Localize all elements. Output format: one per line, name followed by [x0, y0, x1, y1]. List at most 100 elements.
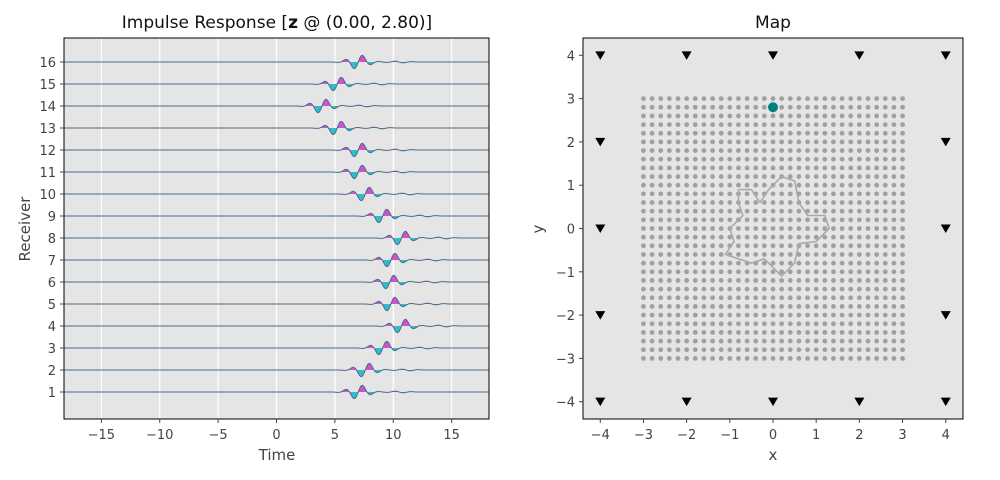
map-grid-point: [813, 226, 819, 231]
map-grid-point: [822, 321, 828, 327]
map-grid-point: [796, 295, 802, 301]
map-grid-point: [744, 269, 750, 275]
map-grid-point: [805, 96, 810, 102]
map-grid-point: [736, 252, 741, 257]
map-grid-point: [744, 330, 750, 335]
map-grid-point: [684, 165, 690, 171]
map-grid-point: [856, 269, 862, 275]
map-grid-point: [787, 148, 793, 153]
map-grid-point: [839, 269, 845, 275]
map-grid-point: [770, 286, 776, 292]
map-grid-point: [865, 96, 871, 102]
map-grid-point: [882, 243, 888, 249]
map-grid-point: [839, 139, 845, 145]
map-grid-point: [813, 260, 819, 266]
map-grid-point: [666, 355, 672, 361]
map-grid-point: [805, 139, 810, 145]
map-grid-point: [822, 295, 828, 301]
map-grid-point: [848, 234, 854, 240]
map-grid-point: [649, 200, 655, 205]
map-grid-point: [831, 226, 836, 231]
map-grid-point: [761, 286, 767, 292]
map-grid-point: [701, 174, 707, 179]
map-grid-point: [874, 330, 880, 335]
map-grid-point: [831, 139, 836, 145]
map-grid-point: [865, 269, 871, 275]
map-grid-point: [900, 330, 905, 335]
map-grid-point: [874, 355, 880, 361]
map-grid-point: [831, 96, 836, 102]
map-grid-point: [787, 295, 793, 301]
map-grid-point: [865, 278, 871, 283]
map-grid-point: [761, 156, 767, 162]
map-grid-point: [805, 191, 810, 197]
map-grid-point: [701, 200, 707, 205]
impulse-y-tick-label: 10: [39, 188, 56, 203]
map-grid-point: [718, 174, 724, 179]
map-grid-point: [796, 234, 802, 240]
map-grid-point: [641, 321, 646, 327]
map-grid-point: [796, 174, 802, 179]
map-grid-point: [813, 252, 819, 257]
map-grid-point: [736, 269, 741, 275]
map-grid-point: [649, 269, 655, 275]
map-grid-point: [813, 347, 819, 353]
map-grid-point: [796, 122, 802, 127]
map-grid-point: [779, 165, 785, 171]
map-grid-point: [865, 295, 871, 301]
map-grid-point: [882, 330, 888, 335]
impulse-y-tick-label: 3: [48, 342, 56, 357]
map-grid-point: [822, 174, 828, 179]
map-grid-point: [900, 226, 905, 231]
map-grid-point: [787, 217, 793, 223]
map-grid-point: [839, 338, 845, 344]
map-grid-point: [736, 113, 741, 119]
map-grid-point: [684, 156, 690, 162]
map-grid-point: [744, 321, 750, 327]
map-y-tick-label: 3: [567, 93, 575, 108]
map-grid-point: [831, 304, 836, 309]
map-grid-point: [900, 338, 905, 344]
map-grid-point: [805, 200, 810, 205]
map-grid-point: [701, 338, 707, 344]
map-grid-point: [641, 330, 646, 335]
map-grid-point: [753, 355, 759, 361]
map-grid-point: [710, 260, 715, 266]
map-grid-point: [710, 104, 715, 110]
map-grid-point: [848, 200, 854, 205]
map-grid-point: [831, 312, 836, 318]
trace-line: [64, 142, 489, 158]
map-title: Map: [755, 13, 791, 33]
map-grid-point: [796, 304, 802, 309]
map-grid-point: [865, 243, 871, 249]
map-grid-point: [796, 286, 802, 292]
map-grid-point: [839, 304, 845, 309]
map-grid-point: [649, 208, 655, 214]
map-grid-point: [822, 312, 828, 318]
impulse-y-tick-label: 12: [39, 144, 56, 159]
map-grid-point: [787, 156, 793, 162]
impulse-y-tick-label: 6: [48, 276, 56, 291]
map-grid-point: [692, 347, 698, 353]
map-grid-point: [779, 139, 785, 145]
map-grid-point: [641, 226, 646, 231]
map-grid-point: [641, 295, 646, 301]
map-grid-point: [813, 269, 819, 275]
map-grid-point: [874, 234, 880, 240]
map-grid-point: [874, 226, 880, 231]
map-grid-point: [658, 113, 664, 119]
map-grid-point: [744, 217, 750, 223]
map-grid-point: [848, 156, 854, 162]
map-grid-point: [641, 278, 646, 283]
map-grid-point: [787, 304, 793, 309]
map-grid-point: [822, 269, 828, 275]
map-grid-point: [675, 252, 681, 257]
map-grid-point: [692, 191, 698, 197]
map-grid-point: [727, 355, 733, 361]
map-grid-point: [874, 208, 880, 214]
impulse-y-tick-label: 1: [48, 386, 56, 401]
map-grid-point: [787, 165, 793, 171]
map-grid-point: [848, 208, 854, 214]
map-grid-point: [710, 208, 715, 214]
map-grid-point: [822, 243, 828, 249]
